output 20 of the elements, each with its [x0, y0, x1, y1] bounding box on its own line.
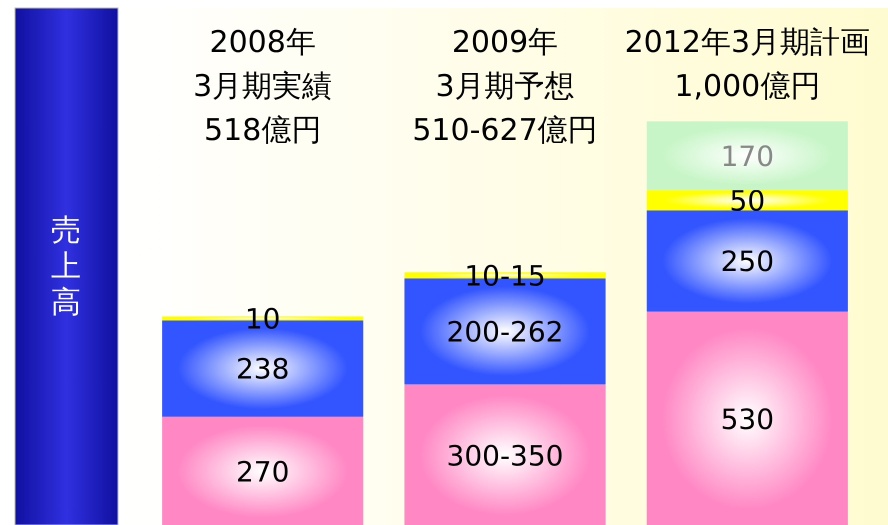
- data-label: 10: [244, 302, 280, 336]
- y-axis-title: 売上高: [51, 213, 81, 320]
- x-tick-label: 2009年 3月期予想 510-627億円: [412, 25, 598, 148]
- bar: [646, 190, 848, 210]
- bar: [646, 312, 848, 525]
- data-label: 10-15: [464, 259, 546, 292]
- x-tick-label: 2008年 3月期実績 518億円: [193, 25, 332, 148]
- bar: [646, 210, 848, 312]
- data-label: 50: [730, 184, 766, 218]
- bar: [404, 384, 606, 525]
- data-label: 238: [236, 352, 290, 386]
- data-label: 170: [720, 140, 774, 173]
- bar: [162, 416, 364, 525]
- data-label: 200-262: [446, 315, 564, 348]
- data-label: 530: [720, 402, 774, 436]
- x-tick-label: 2012年3月期計画 1,000億円: [624, 25, 870, 104]
- data-label: 250: [720, 245, 774, 278]
- data-label: 300-350: [446, 439, 564, 472]
- data-label: 270: [236, 455, 290, 488]
- bar: [646, 121, 848, 190]
